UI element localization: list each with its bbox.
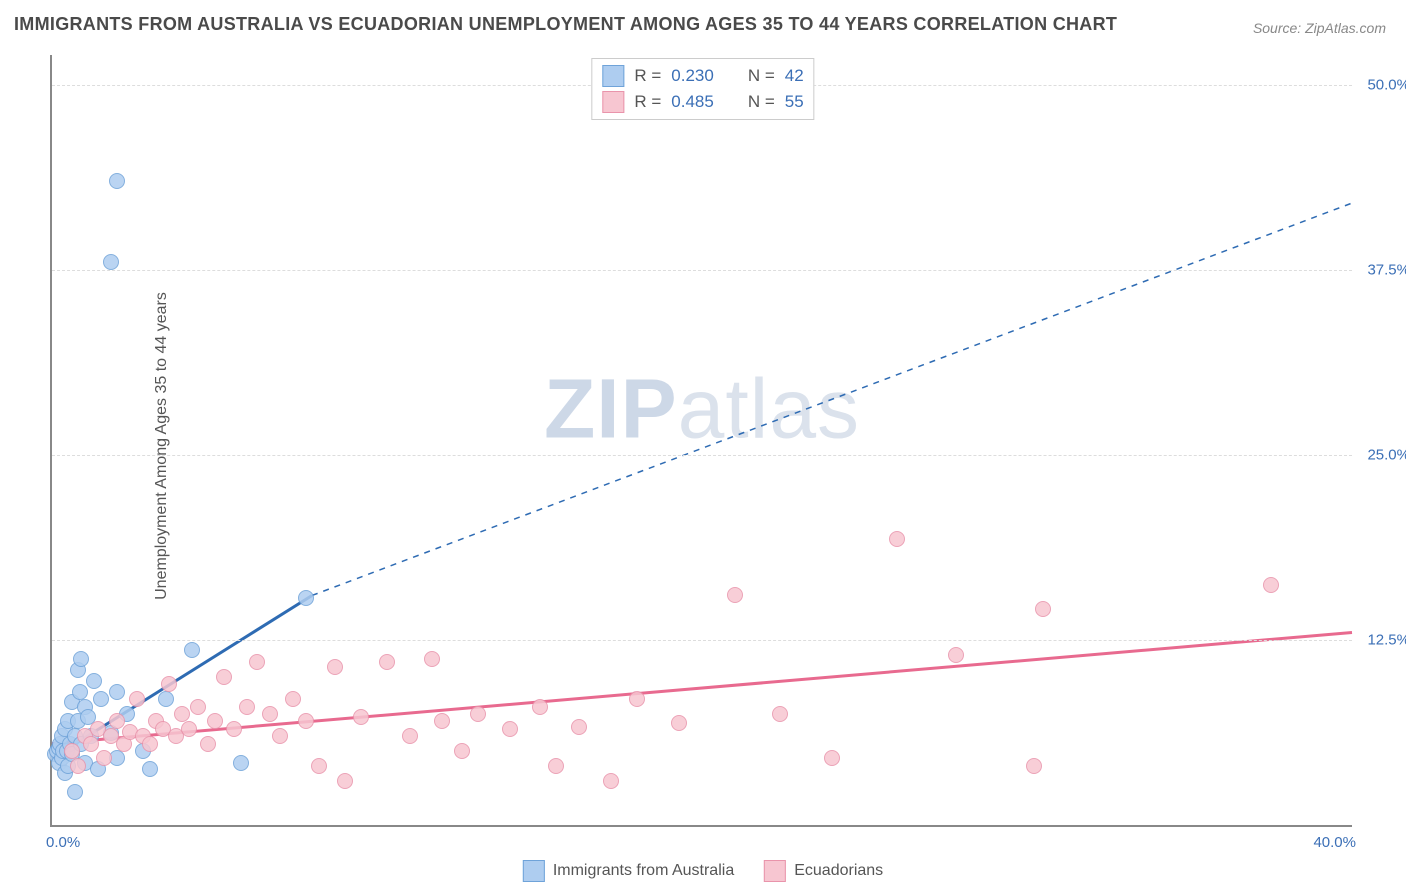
- legend-stat-row: R = 0.230 N = 42: [602, 63, 803, 89]
- data-point: [96, 750, 112, 766]
- watermark-zip: ZIP: [544, 362, 678, 456]
- data-point: [109, 684, 125, 700]
- legend-series-label: Immigrants from Australia: [553, 862, 734, 880]
- data-point: [73, 651, 89, 667]
- data-point: [671, 715, 687, 731]
- watermark-atlas: atlas: [678, 362, 860, 456]
- source-label: Source: ZipAtlas.com: [1253, 20, 1386, 36]
- data-point: [424, 651, 440, 667]
- data-point: [772, 706, 788, 722]
- data-point: [1026, 758, 1042, 774]
- data-point: [200, 736, 216, 752]
- data-point: [298, 713, 314, 729]
- data-point: [337, 773, 353, 789]
- data-point: [109, 173, 125, 189]
- data-point: [327, 659, 343, 675]
- legend-stat-row: R = 0.485 N = 55: [602, 89, 803, 115]
- legend-swatch: [602, 65, 624, 87]
- data-point: [434, 713, 450, 729]
- data-point: [129, 691, 145, 707]
- r-label: R =: [634, 92, 661, 112]
- data-point: [103, 254, 119, 270]
- data-point: [142, 736, 158, 752]
- legend-swatch: [764, 860, 786, 882]
- data-point: [272, 728, 288, 744]
- y-tick-label: 37.5%: [1356, 261, 1406, 278]
- data-point: [379, 654, 395, 670]
- legend-series-label: Ecuadorians: [794, 862, 883, 880]
- data-point: [629, 691, 645, 707]
- data-point: [93, 691, 109, 707]
- data-point: [64, 743, 80, 759]
- data-point: [548, 758, 564, 774]
- data-point: [207, 713, 223, 729]
- data-point: [1035, 601, 1051, 617]
- x-tick-min: 0.0%: [46, 834, 80, 851]
- data-point: [184, 642, 200, 658]
- data-point: [181, 721, 197, 737]
- data-point: [948, 647, 964, 663]
- data-point: [226, 721, 242, 737]
- legend-stats: R = 0.230 N = 42 R = 0.485 N = 55: [591, 58, 814, 120]
- legend-series-item: Ecuadorians: [764, 860, 883, 882]
- data-point: [571, 719, 587, 735]
- legend-series: Immigrants from Australia Ecuadorians: [523, 860, 883, 882]
- gridline: [52, 640, 1352, 641]
- data-point: [285, 691, 301, 707]
- data-point: [727, 587, 743, 603]
- data-point: [216, 669, 232, 685]
- n-label: N =: [748, 66, 775, 86]
- data-point: [1263, 577, 1279, 593]
- trend-line-solid: [52, 633, 1352, 744]
- gridline: [52, 455, 1352, 456]
- gridline: [52, 270, 1352, 271]
- data-point: [824, 750, 840, 766]
- legend-swatch: [523, 860, 545, 882]
- data-point: [174, 706, 190, 722]
- data-point: [249, 654, 265, 670]
- data-point: [298, 590, 314, 606]
- data-point: [161, 676, 177, 692]
- n-value: 42: [785, 66, 804, 86]
- r-label: R =: [634, 66, 661, 86]
- watermark: ZIPatlas: [544, 361, 860, 458]
- n-value: 55: [785, 92, 804, 112]
- data-point: [470, 706, 486, 722]
- data-point: [532, 699, 548, 715]
- y-tick-label: 12.5%: [1356, 631, 1406, 648]
- r-value: 0.230: [671, 66, 714, 86]
- data-point: [233, 755, 249, 771]
- data-point: [86, 673, 102, 689]
- data-point: [83, 736, 99, 752]
- data-point: [190, 699, 206, 715]
- data-point: [142, 761, 158, 777]
- data-point: [67, 784, 83, 800]
- data-point: [239, 699, 255, 715]
- data-point: [889, 531, 905, 547]
- chart-title: IMMIGRANTS FROM AUSTRALIA VS ECUADORIAN …: [14, 14, 1117, 35]
- trend-line-dashed: [312, 203, 1352, 595]
- y-tick-label: 50.0%: [1356, 76, 1406, 93]
- r-value: 0.485: [671, 92, 714, 112]
- data-point: [402, 728, 418, 744]
- data-point: [311, 758, 327, 774]
- data-point: [603, 773, 619, 789]
- data-point: [262, 706, 278, 722]
- data-point: [70, 758, 86, 774]
- legend-series-item: Immigrants from Australia: [523, 860, 734, 882]
- data-point: [353, 709, 369, 725]
- n-label: N =: [748, 92, 775, 112]
- data-point: [502, 721, 518, 737]
- data-point: [158, 691, 174, 707]
- y-tick-label: 25.0%: [1356, 446, 1406, 463]
- data-point: [454, 743, 470, 759]
- legend-swatch: [602, 91, 624, 113]
- data-point: [72, 684, 88, 700]
- x-tick-max: 40.0%: [1313, 834, 1356, 851]
- plot-area: ZIPatlas 0.0% 40.0% 12.5%25.0%37.5%50.0%: [50, 55, 1352, 827]
